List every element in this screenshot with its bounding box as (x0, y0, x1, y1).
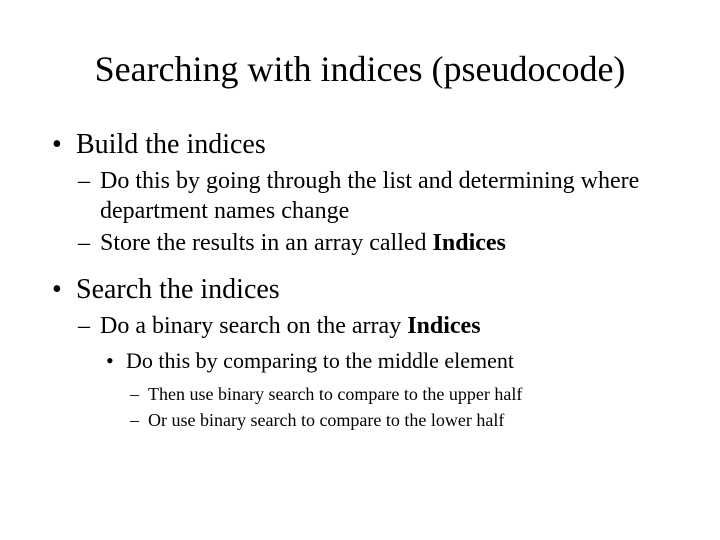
bullet-lvl1: Build the indices Do this by going throu… (48, 127, 672, 258)
bullet-text-bold: Indices (433, 230, 506, 256)
bullet-lvl1: Search the indices Do a binary search on… (48, 272, 672, 432)
bullet-list-lvl2: Do this by going through the list and de… (76, 166, 672, 258)
bullet-list-lvl3: Do this by comparing to the middle eleme… (100, 347, 672, 432)
bullet-text: Build the indices (76, 129, 266, 160)
bullet-text: Do this by comparing to the middle eleme… (126, 348, 514, 373)
bullet-text-bold: Indices (407, 313, 480, 339)
bullet-text: Or use binary search to compare to the l… (148, 410, 504, 430)
bullet-list-lvl1: Build the indices Do this by going throu… (48, 127, 672, 432)
slide-title: Searching with indices (pseudocode) (48, 48, 672, 91)
bullet-lvl3: Do this by comparing to the middle eleme… (100, 347, 672, 432)
bullet-lvl2: Do a binary search on the array Indices … (76, 311, 672, 432)
bullet-text: Then use binary search to compare to the… (148, 384, 522, 404)
bullet-text-prefix: Store the results in an array called (100, 230, 433, 256)
bullet-lvl4: Or use binary search to compare to the l… (126, 408, 672, 432)
bullet-text: Do this by going through the list and de… (100, 168, 639, 224)
bullet-lvl4: Then use binary search to compare to the… (126, 382, 672, 406)
slide: Searching with indices (pseudocode) Buil… (0, 0, 720, 540)
bullet-list-lvl4: Then use binary search to compare to the… (126, 382, 672, 433)
bullet-lvl2: Store the results in an array called Ind… (76, 228, 672, 258)
bullet-list-lvl2: Do a binary search on the array Indices … (76, 311, 672, 432)
bullet-text-prefix: Do a binary search on the array (100, 313, 407, 339)
bullet-text: Search the indices (76, 274, 280, 305)
bullet-lvl2: Do this by going through the list and de… (76, 166, 672, 226)
